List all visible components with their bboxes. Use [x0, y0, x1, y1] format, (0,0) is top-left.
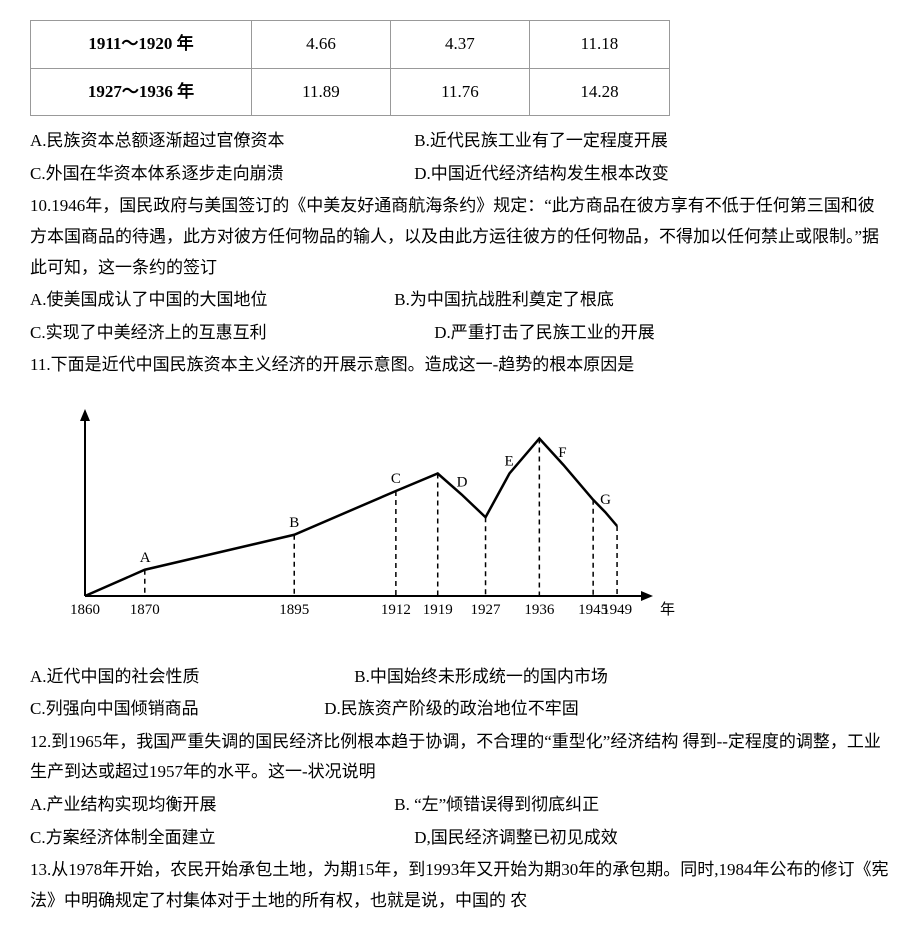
option-c: C.列强向中国倾销商品	[30, 694, 320, 725]
q9-options-row2: C.外国在华资本体系逐步走向崩溃 D.中国近代经济结构发生根本改变	[30, 159, 890, 190]
option-b: B.为中国抗战胜利奠定了根底	[394, 285, 614, 316]
q9-options-row1: A.民族资本总额逐渐超过官僚资本 B.近代民族工业有了一定程度开展	[30, 126, 890, 157]
chart-svg: ABCDEFG186018701895191219191927193619451…	[35, 401, 675, 631]
table-row: 1927〜1936 年 11.89 11.76 14.28	[31, 68, 670, 116]
option-c: C.实现了中美经济上的互惠互利	[30, 318, 430, 349]
svg-text:A: A	[140, 550, 151, 566]
cell-value: 11.76	[390, 68, 529, 116]
q12-options-row1: A.产业结构实现均衡开展 B. “左”倾错误得到彻底纠正	[30, 790, 890, 821]
q10-options-row2: C.实现了中美经济上的互惠互利 D.严重打击了民族工业的开展	[30, 318, 890, 349]
svg-text:B: B	[289, 515, 299, 531]
cell-value: 11.89	[252, 68, 391, 116]
svg-text:1860: 1860	[70, 602, 100, 618]
option-a: A.使美国成认了中国的大国地位	[30, 285, 390, 316]
q11-options-row1: A.近代中国的社会性质 B.中国始终未形成统一的国内市场	[30, 662, 890, 693]
svg-text:1870: 1870	[130, 602, 160, 618]
svg-text:C: C	[391, 471, 401, 487]
q11-options-row2: C.列强向中国倾销商品 D.民族资产阶级的政治地位不牢固	[30, 694, 890, 725]
cell-value: 4.37	[390, 21, 529, 69]
line-chart: ABCDEFG186018701895191219191927193619451…	[30, 396, 890, 647]
svg-text:1895: 1895	[279, 602, 309, 618]
cell-value: 4.66	[252, 21, 391, 69]
option-a: A.产业结构实现均衡开展	[30, 790, 390, 821]
data-table: 1911〜1920 年 4.66 4.37 11.18 1927〜1936 年 …	[30, 20, 670, 116]
option-d: D.严重打击了民族工业的开展	[434, 318, 655, 349]
svg-text:1912: 1912	[381, 602, 411, 618]
svg-text:G: G	[600, 492, 611, 508]
option-a: A.近代中国的社会性质	[30, 662, 350, 693]
q12-text: 12.到1965年，我国严重失调的国民经济比例根本趋于协调，不合理的“重型化”经…	[30, 727, 890, 788]
cell-value: 14.28	[529, 68, 669, 116]
option-b: B. “左”倾错误得到彻底纠正	[394, 790, 599, 821]
q13-text: 13.从1978年开始，农民开始承包土地，为期15年，到1993年又开始为期30…	[30, 855, 890, 916]
option-d: D.民族资产阶级的政治地位不牢固	[324, 694, 579, 725]
cell-year: 1927〜1936 年	[31, 68, 252, 116]
q10-options-row1: A.使美国成认了中国的大国地位 B.为中国抗战胜利奠定了根底	[30, 285, 890, 316]
q10-text: 10.1946年，国民政府与美国签订的《中美友好通商航海条约》规定：“此方商品在…	[30, 191, 890, 283]
svg-text:年: 年	[660, 601, 675, 618]
svg-text:E: E	[504, 453, 513, 469]
option-c: C.方案经济体制全面建立	[30, 823, 410, 854]
q12-options-row2: C.方案经济体制全面建立 D,国民经济调整已初见成效	[30, 823, 890, 854]
cell-value: 11.18	[529, 21, 669, 69]
svg-text:F: F	[558, 445, 566, 461]
svg-text:1936: 1936	[524, 602, 555, 618]
svg-text:1927: 1927	[471, 602, 502, 618]
q11-text: 11.下面是近代中国民族资本主义经济的开展示意图。造成这一-趋势的根本原因是	[30, 350, 890, 381]
option-d: D,国民经济调整已初见成效	[414, 823, 618, 854]
option-c: C.外国在华资本体系逐步走向崩溃	[30, 159, 410, 190]
svg-text:1919: 1919	[423, 602, 453, 618]
option-b: B.近代民族工业有了一定程度开展	[414, 126, 668, 157]
svg-text:1949: 1949	[602, 602, 632, 618]
option-b: B.中国始终未形成统一的国内市场	[354, 662, 608, 693]
option-a: A.民族资本总额逐渐超过官僚资本	[30, 126, 410, 157]
table-row: 1911〜1920 年 4.66 4.37 11.18	[31, 21, 670, 69]
cell-year: 1911〜1920 年	[31, 21, 252, 69]
option-d: D.中国近代经济结构发生根本改变	[414, 159, 669, 190]
svg-text:D: D	[457, 474, 468, 490]
